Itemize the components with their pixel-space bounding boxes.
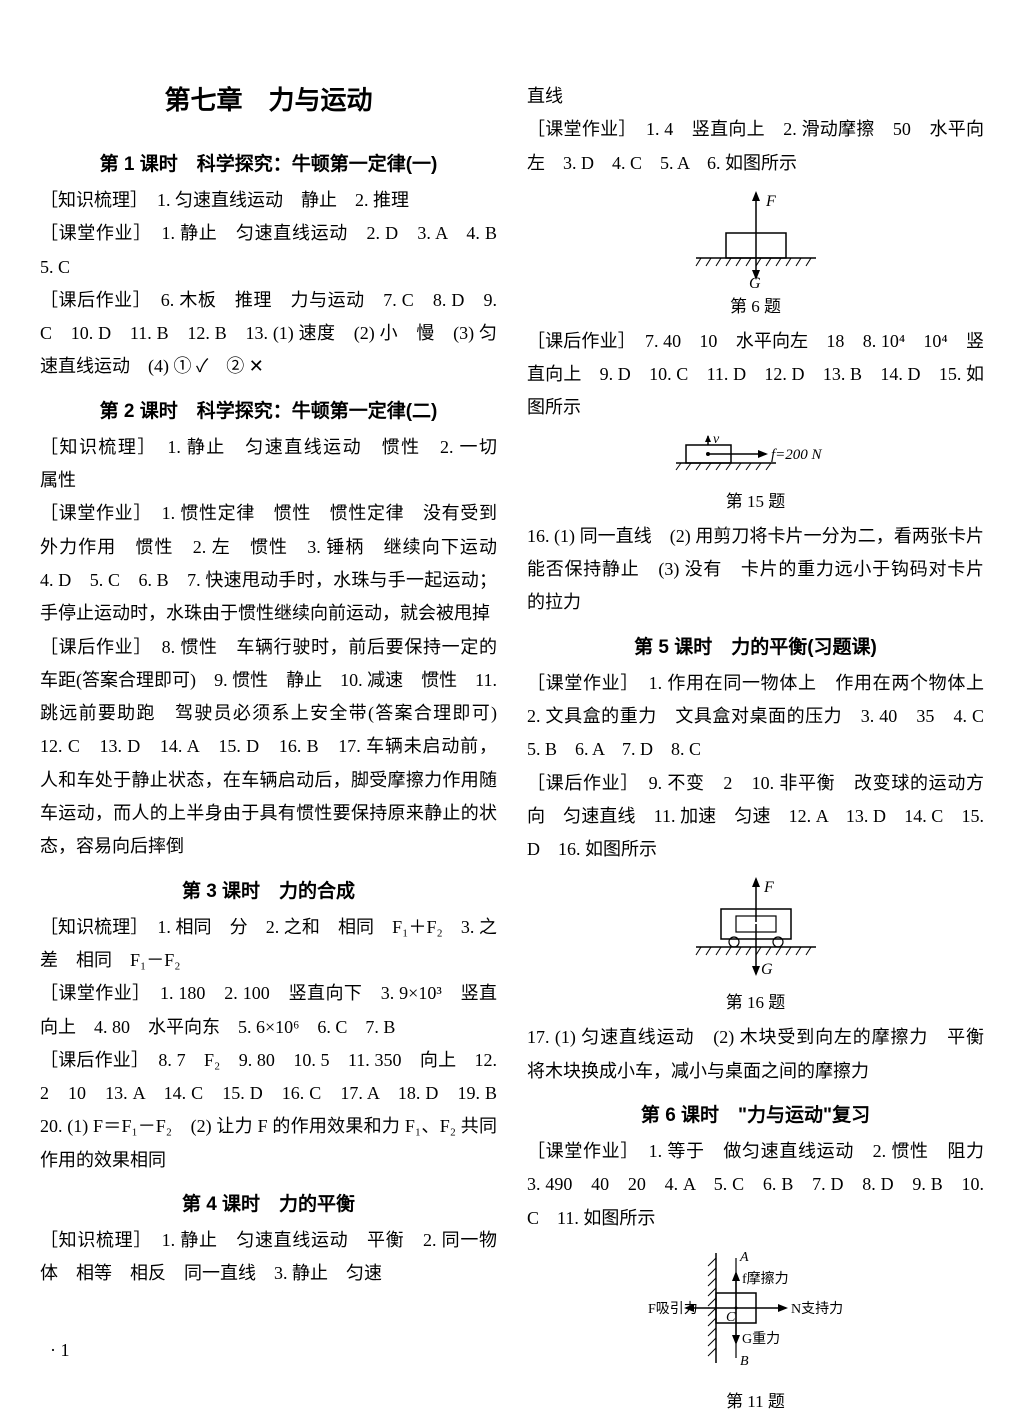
right-column: 直线 ［课堂作业］ 1. 4 竖直向上 2. 滑动摩擦 50 水平向左 3. D… <box>527 80 984 1351</box>
fig15-caption: 第 15 题 <box>726 487 786 512</box>
lesson6-body: ［课堂作业］ 1. 等于 做匀速直线运动 2. 惯性 阻力 3. 490 40 … <box>527 1135 984 1235</box>
fig16-caption: 第 16 题 <box>726 988 786 1013</box>
left-column: 第七章 力与运动 第 1 课时 科学探究：牛顿第一定律(一) ［知识梳理］ 1.… <box>40 80 497 1351</box>
lesson6-title: 第 6 课时 "力与运动"复习 <box>527 1100 984 1127</box>
lesson1-title: 第 1 课时 科学探究：牛顿第一定律(一) <box>40 149 497 176</box>
fig16-svg: F G <box>666 874 846 984</box>
fig6-G: G <box>749 275 761 288</box>
lesson3-title: 第 3 课时 力的合成 <box>40 876 497 903</box>
figure-16: F G 第 16 题 <box>527 874 984 1013</box>
fig11-A: A <box>739 1250 749 1265</box>
lesson4-title: 第 4 课时 力的平衡 <box>40 1189 497 1216</box>
lesson2-body: ［知识梳理］ 1. 静止 匀速直线运动 惯性 2. 一切 属性［课堂作业］ 1.… <box>40 431 497 864</box>
chapter-title: 第七章 力与运动 <box>40 80 497 117</box>
lesson3-body: ［知识梳理］ 1. 相同 分 2. 之和 相同 F₁＋F₂ 3. 之差 相同 F… <box>40 911 497 1177</box>
lesson4-body1: ［课堂作业］ 1. 4 竖直向上 2. 滑动摩擦 50 水平向左 3. D 4.… <box>527 113 984 180</box>
lesson5-body1: ［课堂作业］ 1. 作用在同一物体上 作用在两个物体上 2. 文具盒的重力 文具… <box>527 667 984 867</box>
lesson4-body3: 16. (1) 同一直线 (2) 用剪刀将卡片一分为二，看两张卡片能否保持静止 … <box>527 520 984 620</box>
lesson4-body: ［知识梳理］ 1. 静止 匀速直线运动 平衡 2. 同一物体 相等 相反 同一直… <box>40 1224 497 1291</box>
fig11-F: F吸引力 <box>648 1301 698 1317</box>
fig15-svg: v f=200 N <box>656 433 856 483</box>
fig6-F: F <box>765 193 776 210</box>
figure-11: C A B f摩擦力 G重力 F吸引力 N支持力 <box>527 1243 984 1412</box>
page-number: · 1 <box>50 1340 70 1361</box>
figure-6: F G 第 6 题 <box>527 188 984 317</box>
fig11-svg: C A B f摩擦力 G重力 F吸引力 N支持力 <box>646 1243 866 1383</box>
fig11-G: G重力 <box>742 1331 780 1347</box>
fig6-svg: F G <box>676 188 836 288</box>
lesson2-title: 第 2 课时 科学探究：牛顿第一定律(二) <box>40 396 497 423</box>
fig16-F: F <box>763 879 774 896</box>
fig11-C: C <box>726 1310 736 1325</box>
fig11-N: N支持力 <box>791 1301 843 1317</box>
fig11-B: B <box>740 1354 749 1369</box>
fig15-v: v <box>713 433 720 447</box>
lesson5-body2: 17. (1) 匀速直线运动 (2) 木块受到向左的摩擦力 平衡 将木块换成小车… <box>527 1021 984 1088</box>
lesson1-body: ［知识梳理］ 1. 匀速直线运动 静止 2. 推理［课堂作业］ 1. 静止 匀速… <box>40 184 497 384</box>
fig11-f: f摩擦力 <box>742 1270 789 1287</box>
figure-15: v f=200 N 第 15 题 <box>527 433 984 512</box>
lesson5-title: 第 5 课时 力的平衡(习题课) <box>527 632 984 659</box>
lesson4-body2: ［课后作业］ 7. 40 10 水平向左 18 8. 10⁴ 10⁴ 竖直向上 … <box>527 325 984 425</box>
fig16-G: G <box>761 961 773 978</box>
fig15-label: f=200 N <box>771 447 823 463</box>
cont-line: 直线 <box>527 80 984 113</box>
fig6-caption: 第 6 题 <box>730 292 781 317</box>
